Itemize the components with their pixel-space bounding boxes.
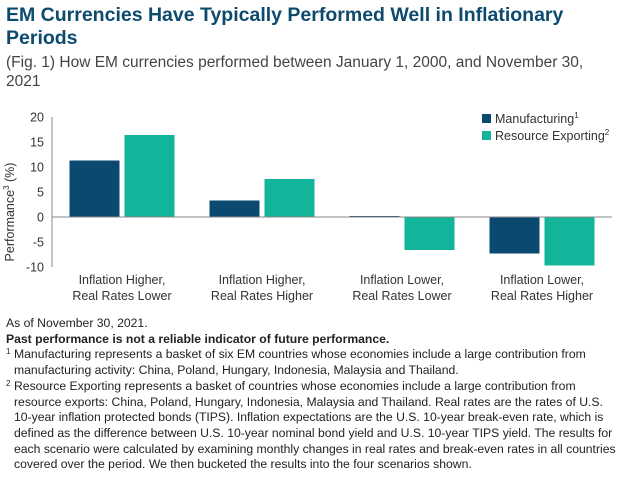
chart-subtitle: (Fig. 1) How EM currencies performed bet… (6, 54, 584, 90)
y-axis-label-text: Performance (3, 190, 17, 262)
legend-label-manufacturing: Manufacturing1 (495, 111, 579, 126)
legend: Manufacturing1 Resource Exporting2 (482, 111, 610, 143)
y-axis-label-footnote: 3 (2, 185, 11, 190)
bar-resource-exporting-4 (544, 217, 595, 266)
x-axis-category-labels: Inflation Higher, Real Rates Lower Inflati… (72, 273, 593, 303)
x-category-label: Inflation Lower, (360, 273, 444, 287)
x-category-label: Real Rates Lower (352, 289, 451, 303)
bars-group (69, 135, 595, 266)
x-category-label: Real Rates Higher (491, 289, 593, 303)
footnote-2: 2 Resource Exporting represents a basket … (6, 379, 618, 473)
y-axis-label: Performance3 (%) (2, 163, 17, 262)
chart-title: EM Currencies Have Typically Performed W… (6, 4, 564, 49)
footnote-1: 1 Manufacturing represents a basket of si… (6, 347, 618, 378)
bar-manufacturing-1 (69, 160, 120, 217)
bar-chart: -10 -5 0 5 10 15 20 Performance3 (%) Inflation… (2, 111, 612, 303)
footnote-2-marker: 2 (6, 378, 11, 388)
bar-manufacturing-2 (209, 200, 260, 217)
performance-disclaimer: Past performance is not a reliable indic… (6, 331, 390, 346)
bar-resource-exporting-2 (264, 179, 315, 217)
footnote-2-text: Resource Exporting represents a basket o… (14, 378, 616, 472)
bar-resource-exporting-1 (124, 135, 175, 217)
legend-swatch-resource-exporting (482, 131, 491, 140)
x-category-label: Inflation Higher, (219, 273, 306, 287)
as-of-date: As of November 30, 2021. (6, 316, 148, 330)
legend-label-resource-exporting: Resource Exporting2 (495, 128, 610, 143)
legend-swatch-manufacturing (482, 114, 491, 123)
x-category-label: Real Rates Lower (72, 289, 171, 303)
y-tick-label: 5 (37, 186, 44, 200)
bar-resource-exporting-3 (404, 217, 455, 250)
x-category-label: Inflation Lower, (500, 273, 584, 287)
y-tick-label: 15 (30, 136, 44, 150)
footnote-1-marker: 1 (6, 347, 11, 357)
y-tick-label: -10 (26, 261, 44, 275)
chart-notes: As of November 30, 2021. Past performanc… (6, 316, 618, 473)
y-axis-tick-labels: -10 -5 0 5 10 15 20 (26, 111, 44, 275)
bar-manufacturing-4 (489, 217, 540, 254)
footnote-1-text: Manufacturing represents a basket of six… (14, 347, 586, 378)
y-tick-label: -5 (33, 236, 44, 250)
y-tick-label: 0 (37, 211, 44, 225)
y-tick-label: 20 (30, 111, 44, 125)
y-tick-label: 10 (30, 161, 44, 175)
x-category-label: Real Rates Higher (211, 289, 313, 303)
y-axis-label-unit: (%) (3, 163, 17, 186)
x-category-label: Inflation Higher, (79, 273, 166, 287)
